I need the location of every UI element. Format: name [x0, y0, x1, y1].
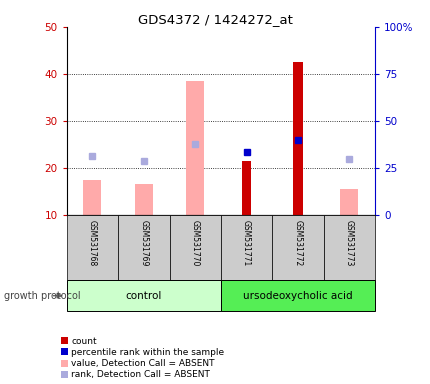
Bar [323, 215, 374, 280]
Text: control: control [126, 291, 162, 301]
Text: GSM531773: GSM531773 [344, 220, 353, 266]
Text: GSM531768: GSM531768 [88, 220, 97, 266]
Text: growth protocol: growth protocol [4, 291, 81, 301]
Bar [220, 280, 374, 311]
Bar [67, 215, 118, 280]
Bar [135, 184, 153, 215]
Text: GSM531770: GSM531770 [190, 220, 199, 266]
Bar [67, 280, 221, 311]
Bar [186, 81, 204, 215]
Text: ursodeoxycholic acid: ursodeoxycholic acid [243, 291, 352, 301]
Bar [272, 215, 323, 280]
Bar [220, 215, 272, 280]
Text: GSM531772: GSM531772 [293, 220, 302, 266]
Bar [118, 215, 169, 280]
Bar [169, 215, 220, 280]
Bar [340, 189, 357, 215]
Bar [83, 180, 101, 215]
Text: GDS4372 / 1424272_at: GDS4372 / 1424272_at [138, 13, 292, 26]
Text: GSM531771: GSM531771 [242, 220, 251, 266]
Bar [241, 161, 251, 215]
Text: GSM531769: GSM531769 [139, 220, 148, 266]
Legend: count, percentile rank within the sample, value, Detection Call = ABSENT, rank, : count, percentile rank within the sample… [60, 337, 224, 379]
Bar [293, 62, 302, 215]
